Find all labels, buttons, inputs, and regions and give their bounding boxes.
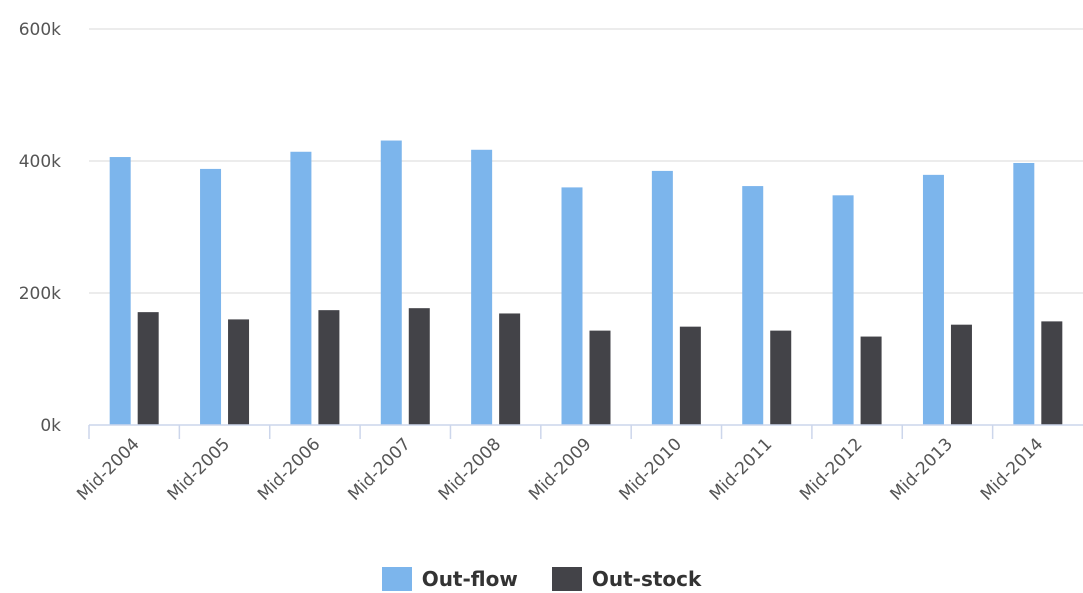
legend: Out-flow Out-stock [0,567,1083,591]
bar-out-stock[interactable] [499,313,521,425]
legend-swatch-out-flow [381,567,412,591]
y-tick-label: 400k [19,152,61,172]
bar-out-flow[interactable] [290,151,312,425]
y-tick-label: 600k [19,20,61,40]
bar-out-flow[interactable] [922,174,944,425]
bar-out-stock[interactable] [408,308,430,425]
y-axis: 0k 200k 400k 600k [19,20,61,436]
bar-out-stock[interactable] [770,330,792,425]
bar-out-flow[interactable] [561,187,583,425]
bars [109,140,1063,426]
bar-out-stock[interactable] [589,330,611,425]
legend-swatch-out-stock [551,567,582,591]
bar-out-stock[interactable] [950,324,972,425]
bar-out-flow[interactable] [1013,162,1035,426]
legend-item-out-flow[interactable]: Out-flow [381,567,518,591]
x-tick-label: Mid-2009 [525,434,595,504]
bar-out-stock[interactable] [228,319,250,425]
bar-out-flow[interactable] [651,170,673,425]
bar-out-flow[interactable] [742,186,764,425]
bar-out-flow[interactable] [471,149,493,425]
x-tick-label: Mid-2011 [706,434,776,504]
x-tick-label: Mid-2005 [164,434,234,504]
y-tick-label: 200k [19,284,61,304]
bar-out-flow[interactable] [832,195,854,425]
grid-lines [89,28,1083,294]
x-tick-label: Mid-2008 [435,434,505,504]
legend-label-out-stock: Out-stock [591,567,702,591]
bar-out-flow[interactable] [109,157,131,426]
bar-out-stock[interactable] [318,310,340,425]
x-tick-label: Mid-2012 [796,434,866,504]
bar-out-stock[interactable] [860,336,882,425]
x-tick-label: Mid-2013 [887,434,957,504]
bar-out-stock[interactable] [137,312,159,425]
legend-item-out-stock[interactable]: Out-stock [551,567,702,591]
x-tick-label: Mid-2014 [977,434,1047,504]
bar-out-stock[interactable] [679,326,701,425]
x-tick-label: Mid-2010 [615,434,685,504]
x-tick-label: Mid-2006 [254,434,324,504]
x-tick-label: Mid-2004 [73,434,143,504]
bar-out-stock[interactable] [1041,321,1063,425]
x-tick-label: Mid-2007 [344,434,414,504]
x-axis: Mid-2004 Mid-2005 Mid-2006 Mid-2007 Mid-2008… [73,424,1083,505]
bar-out-flow[interactable] [200,168,222,426]
legend-label-out-flow: Out-flow [421,567,518,591]
y-tick-label: 0k [40,416,61,436]
bar-out-flow[interactable] [380,140,402,426]
